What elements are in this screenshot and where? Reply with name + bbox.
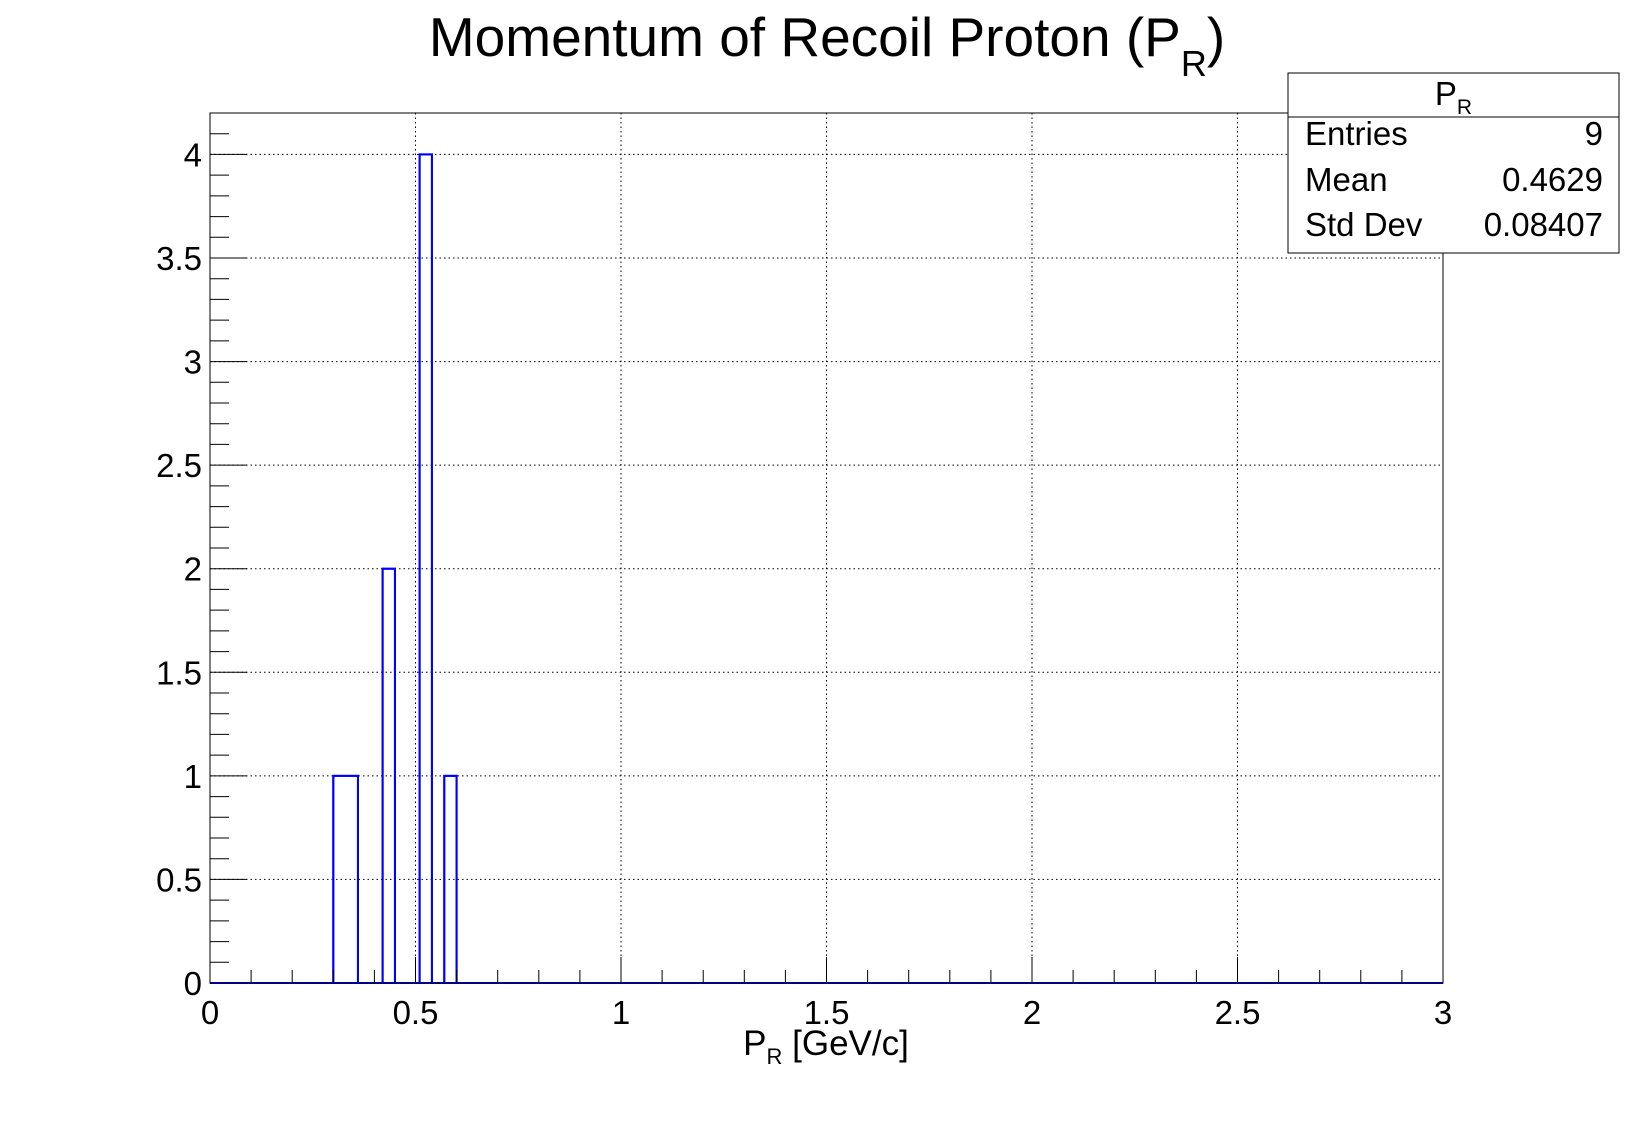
stats-mean-value: 0.4629	[1502, 161, 1603, 198]
stats-box-title: PR	[1435, 75, 1472, 119]
chart-title-main: Momentum of Recoil Proton (P	[429, 6, 1181, 68]
x-axis-label-main: P	[743, 1024, 766, 1063]
histogram-bar	[418, 153, 433, 984]
stats-box-title-subscript: R	[1457, 96, 1472, 119]
stats-box-title-main: P	[1435, 75, 1457, 112]
y-tick-label: 0.5	[156, 861, 202, 898]
x-tick-label: 2	[1023, 994, 1041, 1031]
x-axis-label-unit: [GeV/c]	[782, 1024, 908, 1063]
stats-entries-value: 9	[1585, 115, 1603, 152]
y-tick-label: 3	[184, 344, 202, 381]
x-tick-label: 3	[1434, 994, 1452, 1031]
stats-entries-label: Entries	[1305, 115, 1408, 152]
x-tick-label: 0.5	[393, 994, 439, 1031]
y-tick-label: 2.5	[156, 447, 202, 484]
y-tick-label: 4	[184, 136, 202, 173]
x-tick-label: 2.5	[1215, 994, 1261, 1031]
chart-title-close: )	[1207, 6, 1225, 68]
histogram-bar	[381, 567, 396, 985]
axis-tick-labels: 0 0.5 1 1.5 2 2.5 3 0 0.5 1 1.5 2 2.5 3 3.5 4	[156, 136, 1452, 1031]
stats-stddev-value: 0.08407	[1484, 206, 1603, 243]
stats-mean-label: Mean	[1305, 161, 1388, 198]
y-tick-label: 3.5	[156, 240, 202, 277]
x-axis-label-subscript: R	[767, 1044, 783, 1069]
axis-ticks	[209, 112, 1444, 984]
y-tick-label: 0	[184, 965, 202, 1002]
stats-box: PR Entries 9 Mean 0.4629 Std Dev 0.08407	[1287, 72, 1620, 254]
x-tick-label: 1.5	[804, 994, 850, 1031]
grid-lines	[210, 113, 1443, 983]
histogram-bar	[443, 774, 458, 984]
y-tick-label: 2	[184, 551, 202, 588]
x-tick-label: 0	[201, 994, 219, 1031]
y-tick-label: 1	[184, 758, 202, 795]
chart-title-subscript: R	[1181, 43, 1207, 84]
chart-title: Momentum of Recoil Proton (PR)	[429, 6, 1225, 84]
x-axis-label: PR [GeV/c]	[743, 1024, 909, 1069]
stats-stddev-label: Std Dev	[1305, 206, 1423, 243]
y-tick-label: 1.5	[156, 654, 202, 691]
stats-box-frame	[1287, 72, 1620, 254]
x-tick-label: 1	[612, 994, 630, 1031]
